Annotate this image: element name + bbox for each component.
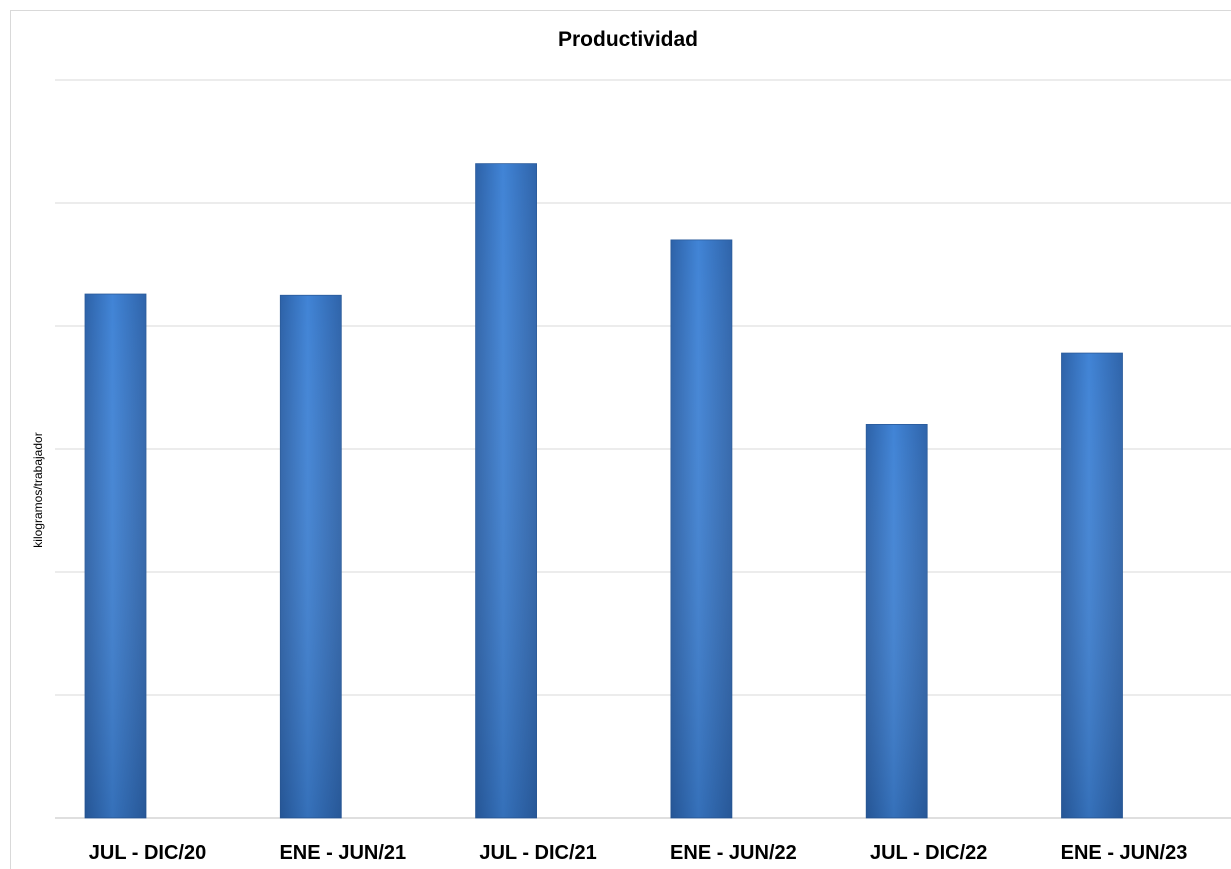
bar-1 xyxy=(84,293,147,819)
x-tick-label: ENE - JUN/22 xyxy=(670,842,797,864)
bar-6 xyxy=(1061,352,1123,819)
x-tick-label: JUL - DIC/22 xyxy=(870,842,987,864)
bar-3 xyxy=(475,163,538,819)
bar-shade xyxy=(670,239,732,818)
x-tick-label: ENE - JUN/23 xyxy=(1061,842,1188,864)
x-tick-label: JUL - DIC/21 xyxy=(479,842,596,864)
chart-title: Productividad xyxy=(557,28,699,51)
bar-shade xyxy=(280,295,342,818)
x-tick-label: JUL - DIC/20 xyxy=(89,842,206,864)
bar-shade xyxy=(85,294,146,818)
bar-4 xyxy=(670,239,733,819)
bar-2 xyxy=(279,294,342,819)
bar-shade xyxy=(1061,353,1123,818)
chart-frame xyxy=(10,10,1231,869)
bar-shade xyxy=(866,424,928,818)
x-tick-label: ENE - JUN/21 xyxy=(279,842,406,864)
bar-5 xyxy=(865,423,928,819)
bar-shade xyxy=(475,163,537,818)
